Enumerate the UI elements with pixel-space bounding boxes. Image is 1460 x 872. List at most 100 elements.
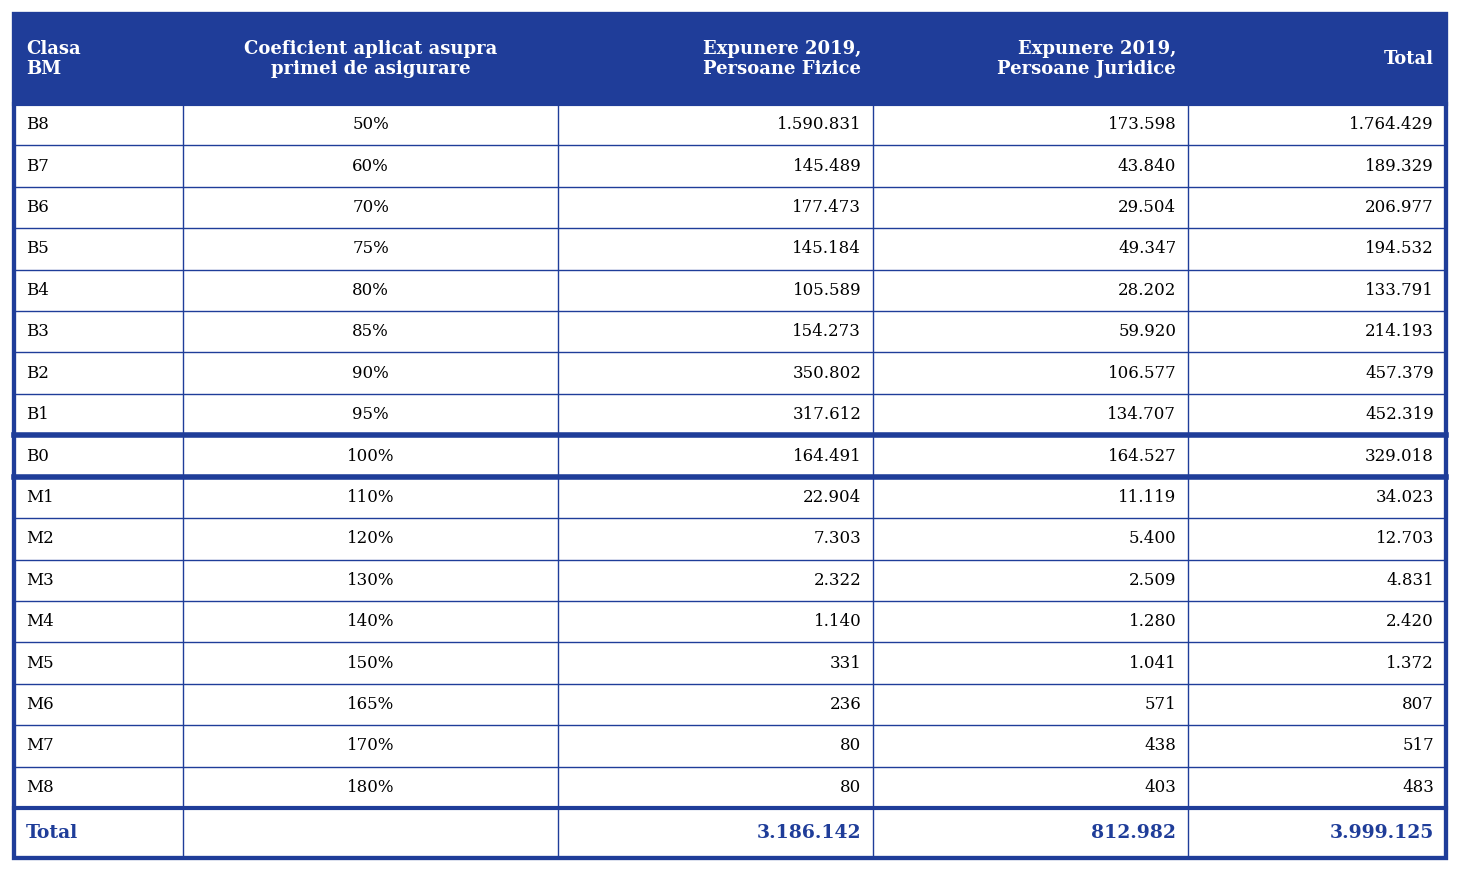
Bar bbox=[15, 808, 1445, 858]
Bar bbox=[1188, 228, 1445, 269]
Text: 154.273: 154.273 bbox=[793, 324, 861, 340]
Bar bbox=[15, 477, 182, 518]
Text: B3: B3 bbox=[26, 324, 48, 340]
Text: Total: Total bbox=[1384, 50, 1434, 68]
Bar bbox=[182, 228, 558, 269]
Bar bbox=[15, 228, 182, 269]
Bar bbox=[558, 684, 873, 726]
Text: 80%: 80% bbox=[352, 282, 388, 299]
Text: B8: B8 bbox=[26, 116, 48, 133]
Text: 164.491: 164.491 bbox=[793, 447, 861, 465]
Bar bbox=[1188, 601, 1445, 643]
Bar bbox=[182, 643, 558, 684]
Bar bbox=[558, 560, 873, 601]
Bar bbox=[873, 766, 1188, 808]
Text: 50%: 50% bbox=[352, 116, 388, 133]
Text: 145.489: 145.489 bbox=[793, 158, 861, 174]
Text: Expunere 2019,
Persoane Fizice: Expunere 2019, Persoane Fizice bbox=[702, 39, 861, 78]
Bar bbox=[558, 601, 873, 643]
Bar bbox=[1188, 269, 1445, 311]
Bar bbox=[15, 14, 1445, 104]
Text: 59.920: 59.920 bbox=[1118, 324, 1177, 340]
Bar bbox=[182, 684, 558, 726]
Bar bbox=[1188, 394, 1445, 435]
Text: M6: M6 bbox=[26, 696, 54, 713]
Text: 331: 331 bbox=[829, 655, 861, 671]
Bar bbox=[558, 726, 873, 766]
Bar bbox=[1188, 435, 1445, 477]
Text: M5: M5 bbox=[26, 655, 54, 671]
Text: 180%: 180% bbox=[347, 779, 394, 796]
Bar bbox=[1188, 477, 1445, 518]
Bar bbox=[873, 352, 1188, 394]
Text: M4: M4 bbox=[26, 613, 54, 630]
Text: 70%: 70% bbox=[352, 199, 388, 216]
Text: 1.280: 1.280 bbox=[1129, 613, 1177, 630]
Text: 28.202: 28.202 bbox=[1118, 282, 1177, 299]
Bar bbox=[182, 726, 558, 766]
Text: 12.703: 12.703 bbox=[1375, 530, 1434, 548]
Bar bbox=[873, 518, 1188, 560]
Text: M3: M3 bbox=[26, 572, 54, 589]
Text: 194.532: 194.532 bbox=[1365, 241, 1434, 257]
Text: 80: 80 bbox=[839, 779, 861, 796]
Text: 22.904: 22.904 bbox=[803, 489, 861, 506]
Text: Coeficient aplicat asupra
primei de asigurare: Coeficient aplicat asupra primei de asig… bbox=[244, 39, 498, 78]
Bar bbox=[15, 643, 182, 684]
Bar bbox=[15, 146, 182, 187]
Text: 34.023: 34.023 bbox=[1375, 489, 1434, 506]
Text: 812.982: 812.982 bbox=[1092, 824, 1177, 842]
Bar bbox=[15, 14, 1445, 104]
Bar bbox=[873, 601, 1188, 643]
Text: 2.420: 2.420 bbox=[1386, 613, 1434, 630]
Bar bbox=[873, 435, 1188, 477]
Bar bbox=[15, 394, 182, 435]
Bar bbox=[558, 352, 873, 394]
Text: 438: 438 bbox=[1145, 738, 1177, 754]
Text: 1.041: 1.041 bbox=[1129, 655, 1177, 671]
Text: B1: B1 bbox=[26, 406, 48, 423]
Bar bbox=[15, 104, 182, 146]
Text: 807: 807 bbox=[1402, 696, 1434, 713]
Bar bbox=[558, 477, 873, 518]
Text: 106.577: 106.577 bbox=[1108, 364, 1177, 382]
Bar bbox=[1188, 146, 1445, 187]
Bar bbox=[1188, 311, 1445, 352]
Bar bbox=[182, 269, 558, 311]
Text: 120%: 120% bbox=[347, 530, 394, 548]
Text: 90%: 90% bbox=[352, 364, 388, 382]
Text: 177.473: 177.473 bbox=[793, 199, 861, 216]
Text: B7: B7 bbox=[26, 158, 48, 174]
Bar bbox=[558, 394, 873, 435]
Bar bbox=[558, 435, 873, 477]
Bar bbox=[182, 560, 558, 601]
Text: 170%: 170% bbox=[347, 738, 394, 754]
Text: B6: B6 bbox=[26, 199, 48, 216]
Text: 483: 483 bbox=[1402, 779, 1434, 796]
Text: 150%: 150% bbox=[347, 655, 394, 671]
Text: B4: B4 bbox=[26, 282, 48, 299]
Text: 214.193: 214.193 bbox=[1365, 324, 1434, 340]
Text: 206.977: 206.977 bbox=[1365, 199, 1434, 216]
Bar bbox=[558, 187, 873, 228]
Bar bbox=[15, 601, 182, 643]
Text: 60%: 60% bbox=[352, 158, 388, 174]
Bar bbox=[182, 104, 558, 146]
Bar bbox=[182, 601, 558, 643]
Bar bbox=[1188, 643, 1445, 684]
Text: 317.612: 317.612 bbox=[793, 406, 861, 423]
Bar bbox=[873, 477, 1188, 518]
Text: 164.527: 164.527 bbox=[1108, 447, 1177, 465]
Text: 571: 571 bbox=[1145, 696, 1177, 713]
Text: 100%: 100% bbox=[347, 447, 394, 465]
Text: 517: 517 bbox=[1402, 738, 1434, 754]
Bar bbox=[873, 311, 1188, 352]
Bar bbox=[873, 104, 1188, 146]
Text: 134.707: 134.707 bbox=[1107, 406, 1177, 423]
Bar bbox=[873, 560, 1188, 601]
Text: 80: 80 bbox=[839, 738, 861, 754]
Bar bbox=[558, 311, 873, 352]
Bar bbox=[182, 477, 558, 518]
Text: 43.840: 43.840 bbox=[1118, 158, 1177, 174]
Text: 236: 236 bbox=[829, 696, 861, 713]
